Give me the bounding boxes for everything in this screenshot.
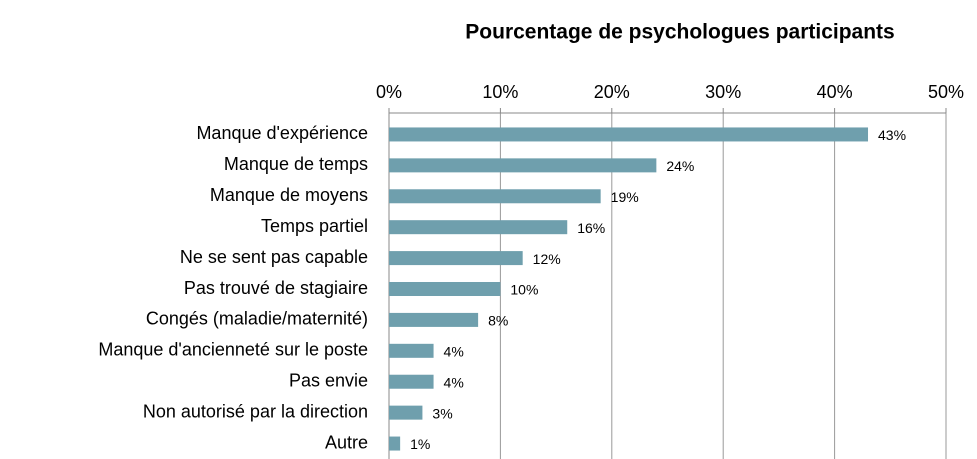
bar bbox=[389, 189, 601, 204]
bar bbox=[389, 220, 568, 235]
category-label: Manque de temps bbox=[224, 154, 368, 174]
category-label: Pas trouvé de stagiaire bbox=[184, 278, 368, 298]
data-label: 10% bbox=[510, 282, 538, 298]
data-label: 43% bbox=[878, 127, 906, 143]
bar bbox=[389, 436, 401, 451]
x-tick-label: 0% bbox=[376, 82, 402, 102]
category-label: Manque de moyens bbox=[210, 185, 368, 205]
bar bbox=[389, 127, 869, 142]
x-tick-label: 30% bbox=[705, 82, 741, 102]
data-label: 1% bbox=[410, 436, 430, 452]
data-label: 8% bbox=[488, 313, 508, 329]
bar bbox=[389, 312, 479, 327]
bar bbox=[389, 343, 434, 358]
category-label: Temps partiel bbox=[261, 216, 368, 236]
category-label: Manque d'expérience bbox=[196, 123, 368, 143]
category-label: Manque d'ancienneté sur le poste bbox=[98, 340, 368, 360]
data-label: 19% bbox=[611, 189, 639, 205]
data-label: 12% bbox=[533, 251, 561, 267]
data-label: 24% bbox=[666, 158, 694, 174]
bar bbox=[389, 282, 501, 296]
category-label: Autre bbox=[325, 432, 368, 452]
x-tick-label: 50% bbox=[928, 82, 964, 102]
category-label: Congés (maladie/maternité) bbox=[146, 309, 368, 329]
data-label: 3% bbox=[432, 405, 452, 421]
bar bbox=[389, 374, 434, 389]
x-tick-label: 20% bbox=[594, 82, 630, 102]
chart-title: Pourcentage de psychologues participants bbox=[465, 21, 894, 44]
category-label: Ne se sent pas capable bbox=[180, 247, 368, 267]
x-tick-label: 10% bbox=[482, 82, 518, 102]
x-tick-label: 40% bbox=[817, 82, 853, 102]
bar bbox=[389, 158, 657, 173]
data-label: 4% bbox=[444, 344, 464, 360]
category-label: Non autorisé par la direction bbox=[143, 401, 368, 421]
data-label: 16% bbox=[577, 220, 605, 236]
bar bbox=[389, 405, 423, 420]
bar bbox=[389, 251, 523, 266]
category-label: Pas envie bbox=[289, 370, 368, 390]
data-label: 4% bbox=[444, 374, 464, 390]
